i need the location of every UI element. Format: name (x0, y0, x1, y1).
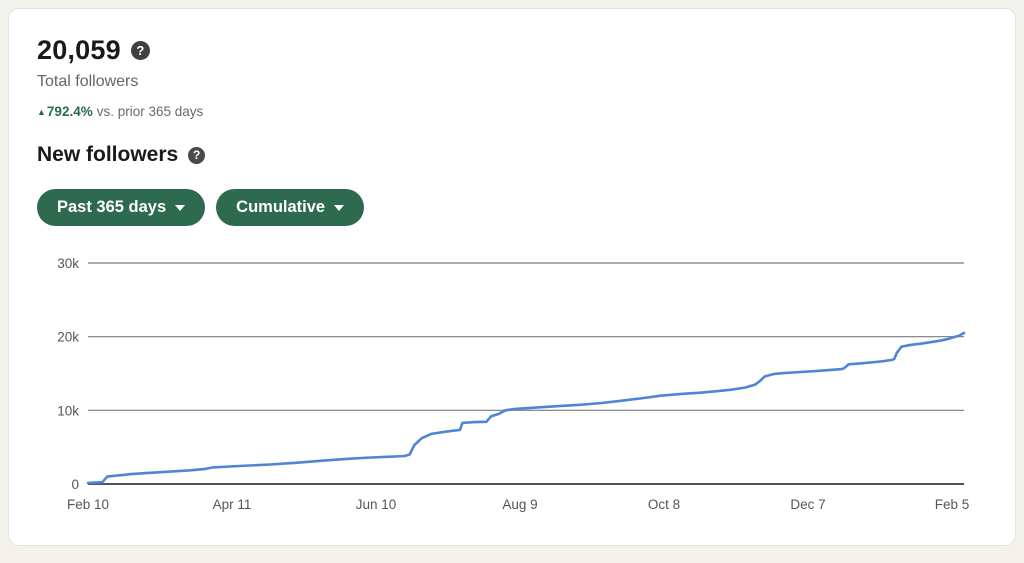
new-followers-header: New followers ? (37, 143, 206, 167)
x-tick-label: Feb 5 (935, 497, 970, 512)
total-followers-label: Total followers (37, 73, 139, 90)
y-tick-label: 30k (57, 256, 79, 271)
followers-line-chart-svg[interactable]: 0 10k 20k 30k Feb 10 Apr 11 Jun 10 Aug 9 Oct 8 De… (31, 249, 979, 534)
analytics-card: 20,059 ? Total followers ▲ 792.4% vs. pri… (8, 8, 1016, 546)
x-tick-label: Oct 8 (648, 497, 680, 512)
time-range-dropdown[interactable]: Past 365 days (37, 189, 206, 226)
delta-percent: 792.4% (46, 104, 93, 119)
cumulative-followers-line[interactable] (86, 331, 966, 485)
x-tick-label: Jun 10 (356, 497, 397, 512)
total-followers-help-icon[interactable]: ? (130, 41, 150, 60)
metric-mode-dropdown[interactable]: Cumulative (216, 189, 365, 226)
total-followers-value: 20,059 (37, 35, 121, 65)
chevron-down-icon (175, 204, 186, 211)
time-range-label: Past 365 days (57, 198, 167, 216)
x-tick-label: Apr 11 (213, 497, 252, 512)
x-tick-label: Dec 7 (790, 497, 825, 512)
metric-mode-label: Cumulative (236, 198, 326, 216)
y-tick-label: 0 (71, 477, 79, 492)
delta-context: vs. prior 365 days (96, 104, 204, 119)
total-followers-stat: 20,059 ? Total followers ▲ 792.4% vs. pri… (37, 35, 203, 119)
followers-delta: ▲ 792.4% vs. prior 365 days (37, 104, 203, 119)
y-tick-label: 10k (57, 403, 79, 418)
chart-filters: Past 365 days Cumulative (37, 189, 365, 226)
trend-up-icon: ▲ (37, 107, 46, 117)
delta-positive-value: ▲ 792.4% (37, 104, 93, 119)
new-followers-help-icon[interactable]: ? (188, 146, 206, 164)
section-title: New followers (37, 143, 179, 166)
new-followers-chart[interactable]: 0 10k 20k 30k Feb 10 Apr 11 Jun 10 Aug 9 Oct 8 De… (31, 249, 979, 534)
chevron-down-icon (334, 204, 345, 211)
y-tick-label: 20k (57, 330, 79, 345)
x-tick-label: Feb 10 (67, 497, 109, 512)
x-tick-label: Aug 9 (502, 497, 537, 512)
